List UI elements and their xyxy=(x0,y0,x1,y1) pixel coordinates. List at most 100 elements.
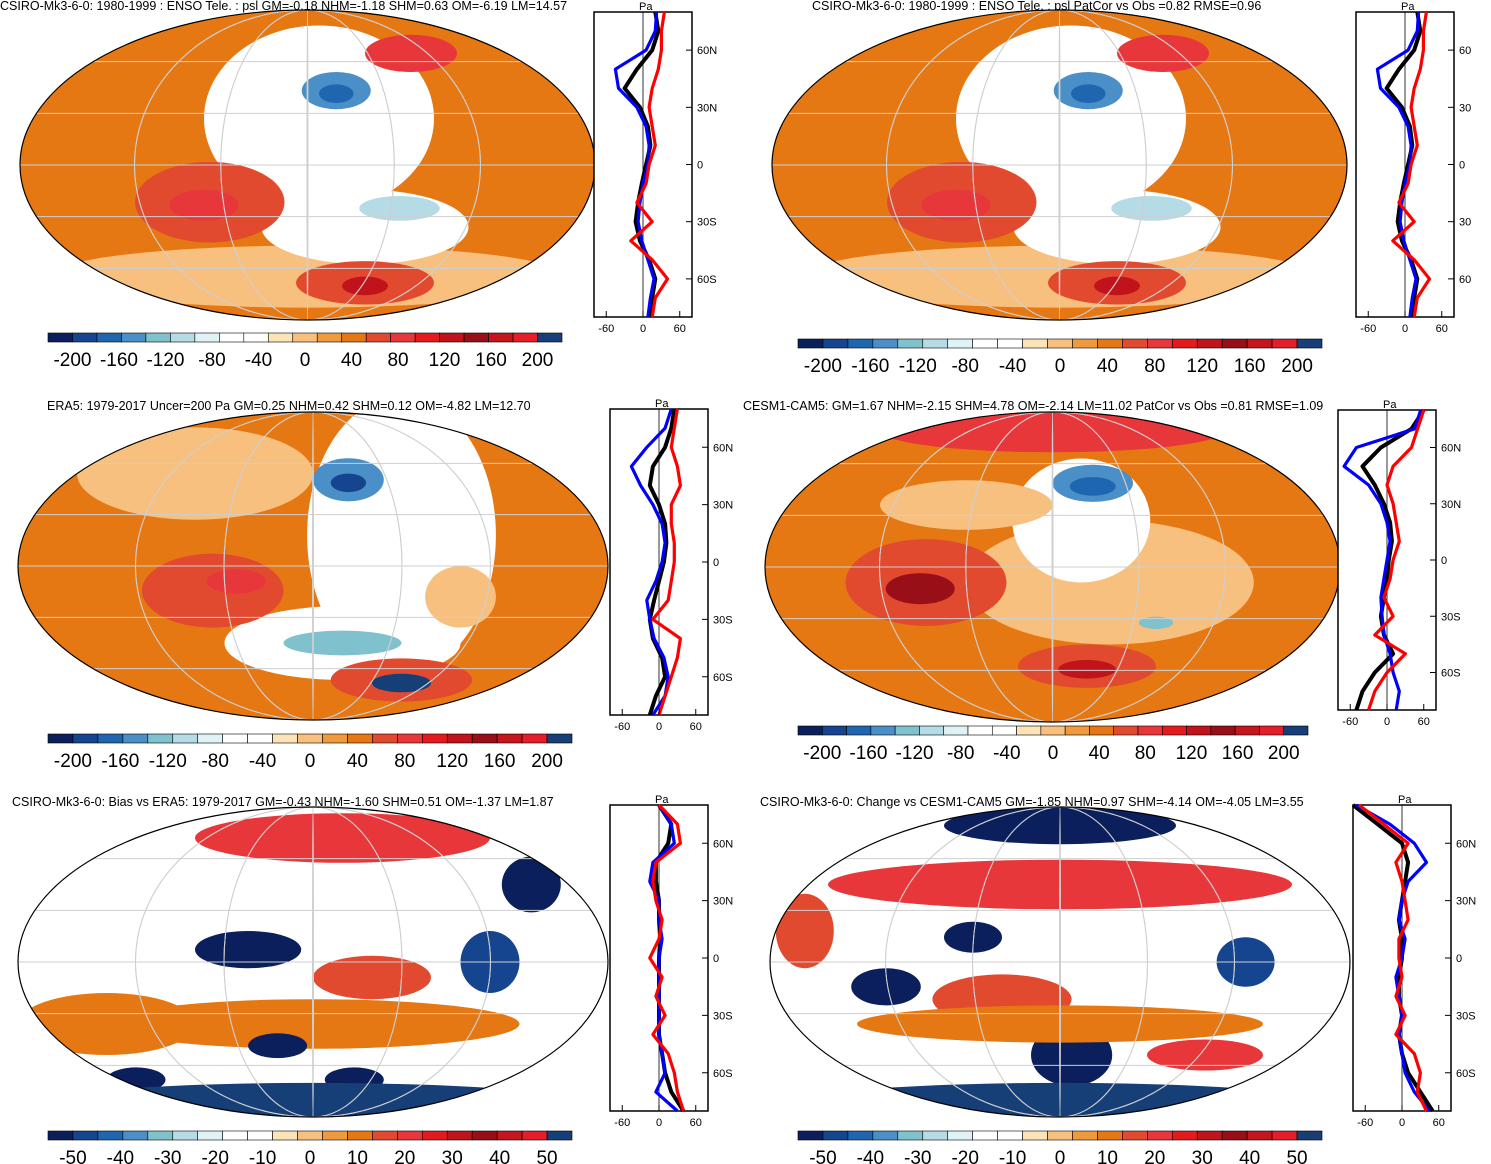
longitude-line xyxy=(1051,412,1054,722)
colorbar-swatch xyxy=(243,332,269,343)
colorbar-swatch xyxy=(1122,1130,1148,1141)
colorbar-swatch xyxy=(72,332,98,343)
colorbar-swatch xyxy=(872,338,899,349)
longitude-line xyxy=(886,10,1233,320)
colorbar-swatch xyxy=(197,1130,223,1141)
colorbar-swatch xyxy=(390,332,416,343)
colorbar-swatch xyxy=(870,725,896,736)
map-field xyxy=(18,412,608,720)
lat-tick-label: 30S xyxy=(1456,1010,1476,1022)
colorbar-label: -40 xyxy=(993,743,1020,764)
profile-series-land xyxy=(648,803,686,1112)
map-border xyxy=(17,411,609,721)
longitude-line xyxy=(1059,807,1061,1117)
profile-unit: Pa xyxy=(1398,794,1412,806)
lat-tick-label: 0 xyxy=(713,557,719,569)
x-tick-label: 60 xyxy=(674,323,686,335)
map-field xyxy=(18,807,608,1117)
colorbar-label: 80 xyxy=(1144,356,1165,377)
colorbar-swatch xyxy=(1147,338,1173,349)
colorbar-swatch xyxy=(847,1130,874,1141)
colorbar-swatch xyxy=(1246,1130,1273,1141)
colorbar-swatch xyxy=(247,733,273,744)
anomaly-patch xyxy=(365,34,457,72)
colorbar-label: 0 xyxy=(305,751,316,772)
x-tick-label: 60 xyxy=(1418,716,1430,728)
colorbar-label: 20 xyxy=(1144,1148,1165,1164)
colorbar-swatch xyxy=(1122,338,1148,349)
colorbar-label: 50 xyxy=(536,1148,557,1164)
colorbar-swatch xyxy=(821,725,847,736)
x-tick-label: -60 xyxy=(598,323,614,335)
colorbar-label: 0 xyxy=(1048,743,1059,764)
colorbar-swatch xyxy=(1047,338,1073,349)
map-field xyxy=(20,10,595,320)
colorbar-label: -200 xyxy=(54,751,92,772)
profile-unit: Pa xyxy=(655,398,669,410)
anomaly-patch xyxy=(319,84,354,103)
colorbar-swatch xyxy=(1196,338,1223,349)
x-tick-label: -60 xyxy=(1360,323,1376,335)
colorbar-swatch xyxy=(272,1130,298,1141)
zonal-profile-plot: Pa 60N 30N 0 30S 60S -60 0 60 xyxy=(609,398,733,733)
colorbar-swatch xyxy=(797,1130,824,1141)
colorbar-swatch xyxy=(496,1130,523,1141)
anomaly-patch xyxy=(248,1033,308,1059)
longitude-line xyxy=(885,807,1235,1117)
colorbar-swatch xyxy=(846,725,872,736)
anomaly-patch xyxy=(880,480,1053,530)
colorbar-label: 80 xyxy=(394,751,415,772)
colorbar-swatch xyxy=(537,332,563,343)
colorbar-swatch xyxy=(322,1130,348,1141)
colorbar-swatch xyxy=(122,733,149,744)
colorbar-swatch xyxy=(1022,338,1048,349)
colorbar-swatch xyxy=(1072,1130,1098,1141)
anomaly-patch xyxy=(1058,660,1116,679)
colorbar-swatch xyxy=(1161,725,1187,736)
colorbar-label: -10 xyxy=(249,1148,276,1164)
colorbar-swatch xyxy=(797,725,823,736)
colorbar-swatch xyxy=(446,733,473,744)
panel-title: CSIRO-Mk3-6-0: Bias vs ERA5: 1979-2017 G… xyxy=(12,795,554,809)
colorbar-swatch xyxy=(97,1130,124,1141)
longitude-line xyxy=(306,10,309,320)
colorbar-label: 80 xyxy=(1135,743,1156,764)
lat-tick-label: 30N xyxy=(697,102,717,114)
colorbar-swatch xyxy=(1221,338,1248,349)
lat-tick-label: 0 xyxy=(1441,555,1447,567)
anomaly-patch xyxy=(261,189,469,265)
colorbar-swatch xyxy=(822,338,849,349)
colorbar-swatch xyxy=(145,332,171,343)
colorbar-swatch xyxy=(322,733,348,744)
colorbar-label: 10 xyxy=(1097,1148,1118,1164)
colorbar-label: -160 xyxy=(851,356,889,377)
colorbar-swatch xyxy=(972,338,998,349)
anomaly-patch xyxy=(283,630,402,656)
x-tick-label: 0 xyxy=(1399,1117,1405,1129)
lat-tick-label: 30S xyxy=(697,217,717,229)
colorbar-swatch xyxy=(297,733,323,744)
lat-tick-label: 60N xyxy=(1456,838,1476,850)
anomaly-patch xyxy=(169,189,239,221)
colorbar-swatch xyxy=(365,332,391,343)
colorbar-label: -80 xyxy=(201,751,228,772)
colorbar-swatch xyxy=(1283,725,1309,736)
colorbar-swatch xyxy=(967,725,993,736)
colorbar-swatch xyxy=(397,1130,423,1141)
colorbar-swatch xyxy=(1089,725,1115,736)
colorbar-label: -40 xyxy=(249,751,276,772)
x-tick-label: 0 xyxy=(656,1117,662,1129)
profile-unit: Pa xyxy=(655,794,669,806)
colorbar-swatch xyxy=(96,332,122,343)
colorbar-swatch xyxy=(1271,338,1298,349)
colorbar-swatch xyxy=(822,1130,849,1141)
profile-series-land xyxy=(1358,803,1428,1112)
lat-tick-label: 0 xyxy=(713,953,719,965)
colorbar-label: 10 xyxy=(347,1148,368,1164)
colorbar-swatch xyxy=(1171,1130,1198,1141)
longitude-line xyxy=(312,412,314,720)
colorbar-swatch xyxy=(247,1130,273,1141)
anomaly-patch xyxy=(1071,84,1106,103)
colorbar-swatch xyxy=(872,1130,899,1141)
colorbar-swatch xyxy=(947,1130,973,1141)
